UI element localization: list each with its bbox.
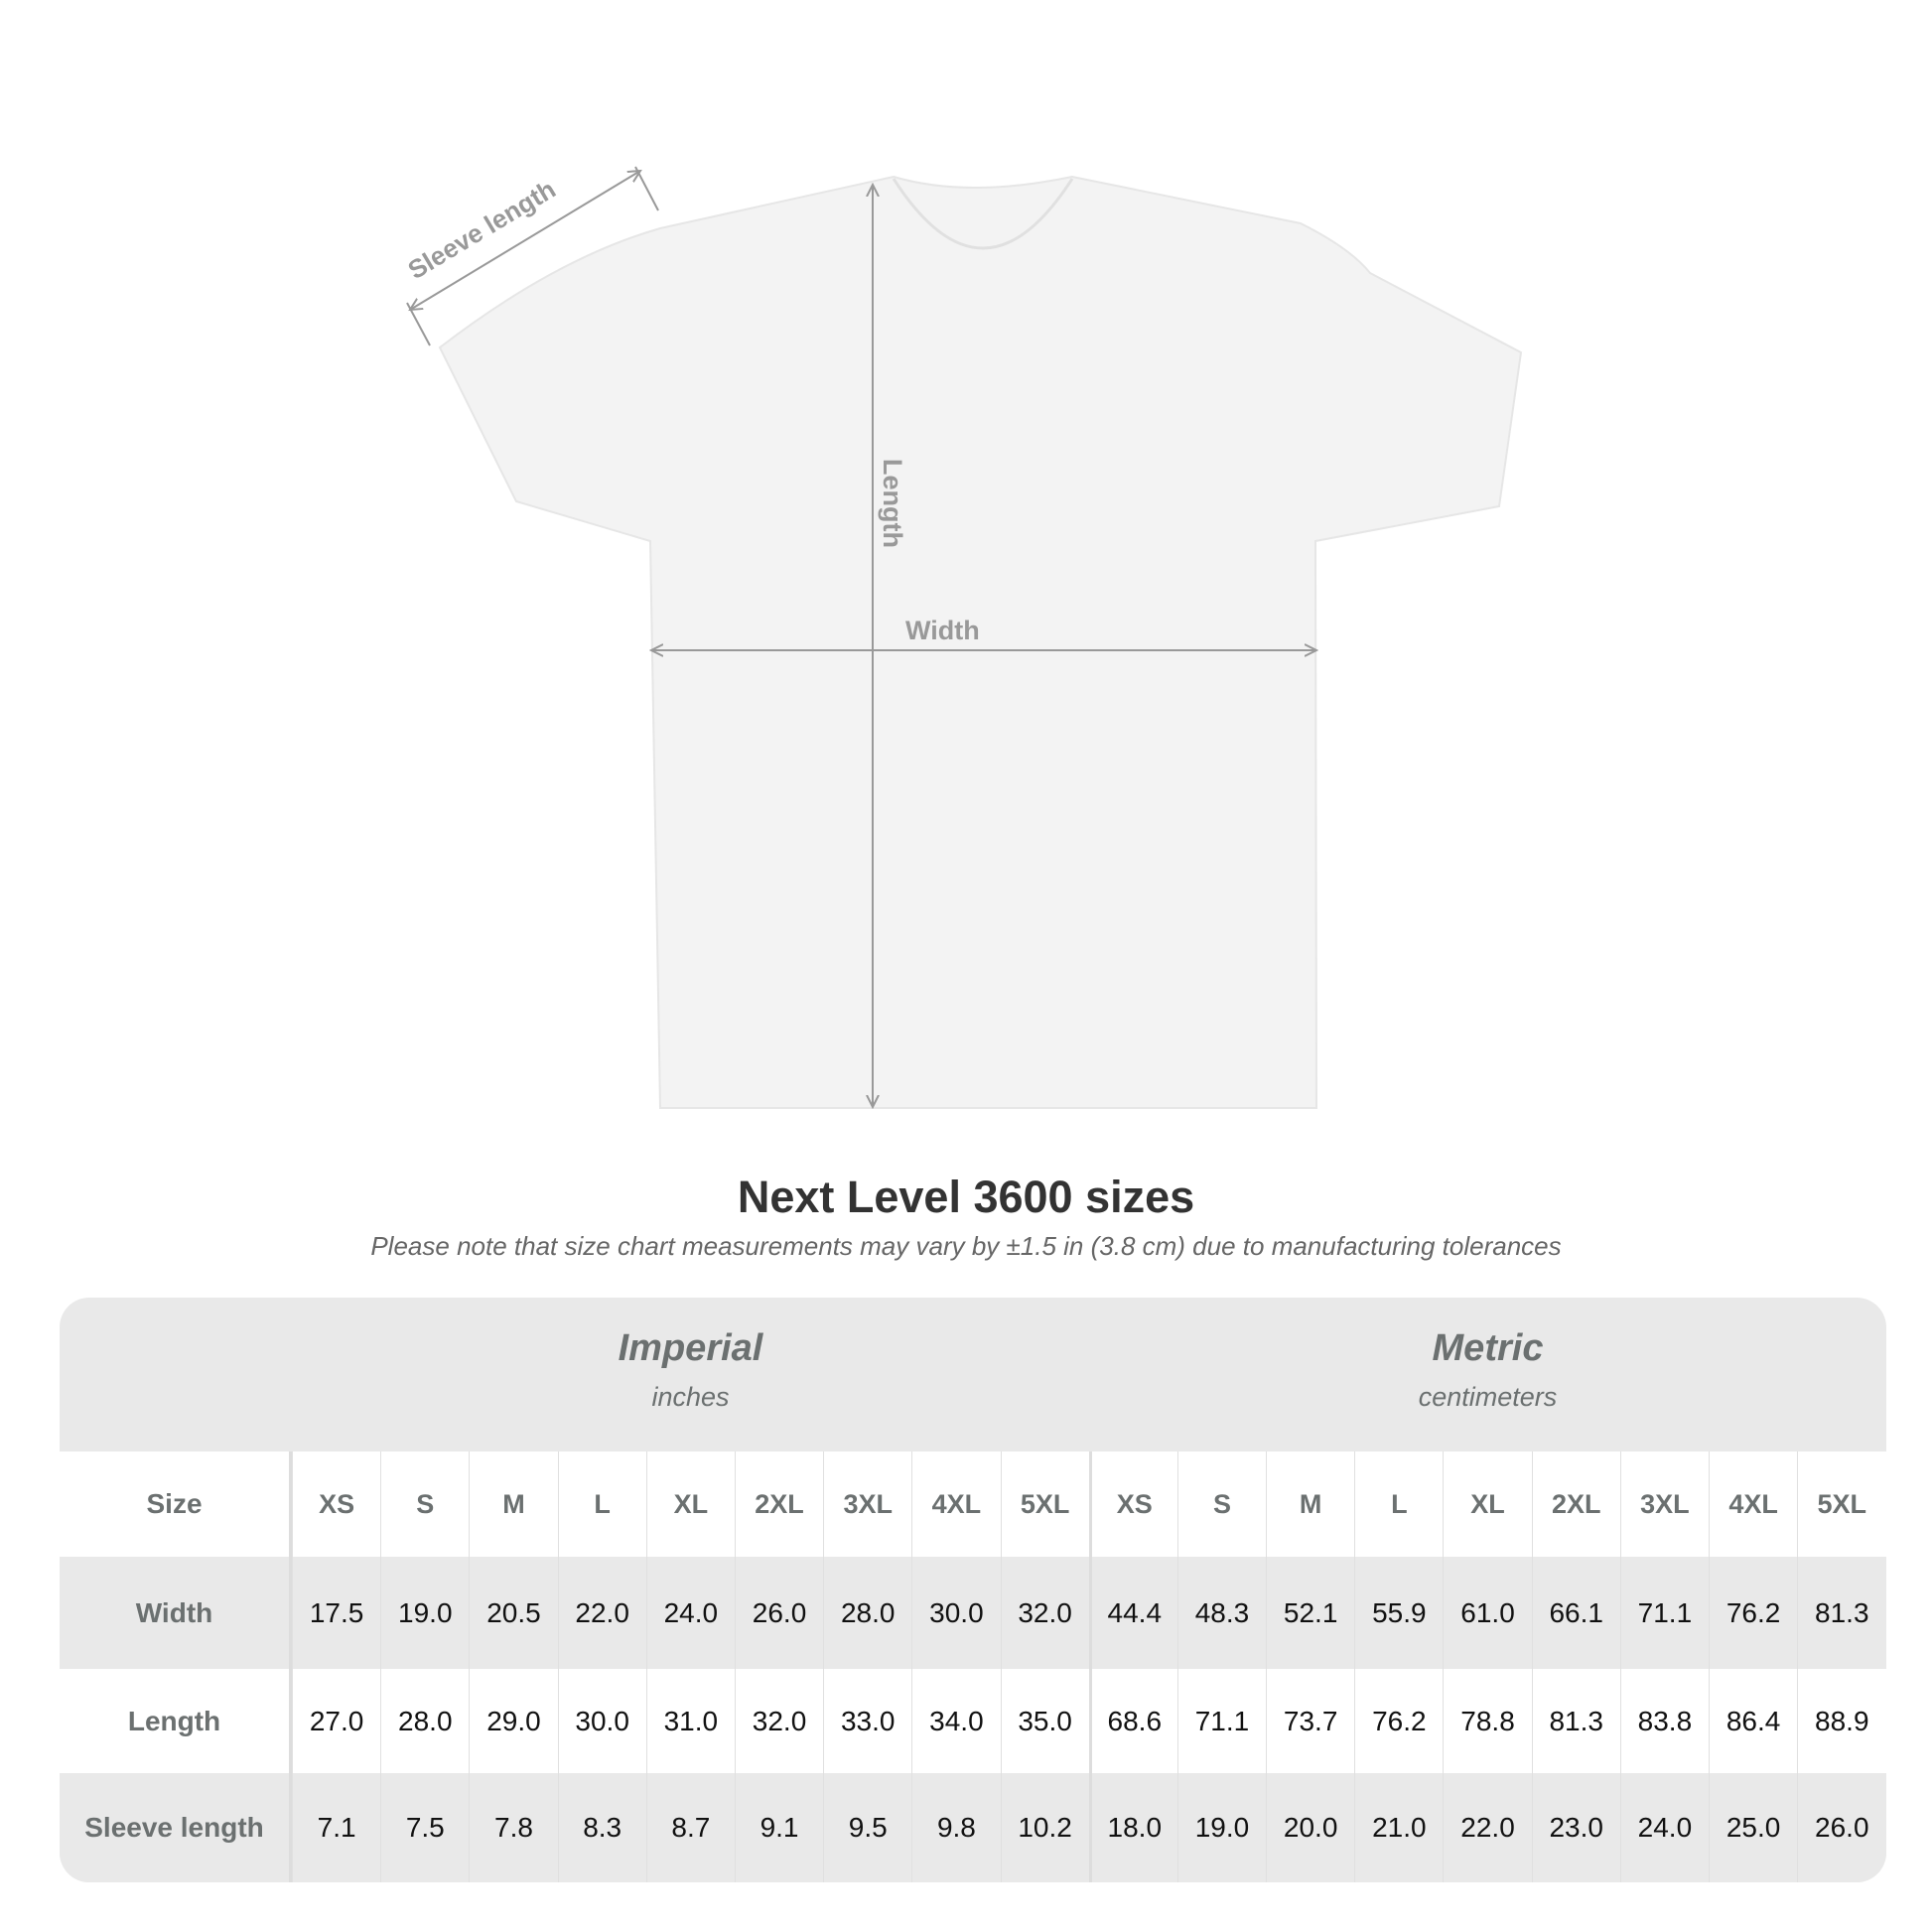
imperial-value-cell: 17.5 xyxy=(292,1557,380,1669)
tshirt-shape xyxy=(438,175,1523,1109)
imperial-size-header: XS xyxy=(292,1451,380,1557)
metric-value-cell: 19.0 xyxy=(1176,1773,1266,1882)
imperial-size-header: L xyxy=(557,1451,646,1557)
table-row: Width 17.5 19.0 20.5 22.0 24.0 26.0 28.0 30.0 32.… xyxy=(60,1557,1886,1669)
imperial-value-cell: 26.0 xyxy=(734,1557,823,1669)
imperial-value-cell: 22.0 xyxy=(557,1557,646,1669)
metric-size-header: XL xyxy=(1443,1451,1531,1557)
imperial-value-cell: 30.0 xyxy=(557,1669,646,1773)
imperial-size-header: S xyxy=(380,1451,469,1557)
imperial-size-header: 5XL xyxy=(1000,1451,1089,1557)
size-chart-table: Imperial inches Metric centimeters Size X… xyxy=(60,1298,1886,1882)
imperial-value-cell: 32.0 xyxy=(1000,1557,1089,1669)
metric-value-cell: 86.4 xyxy=(1709,1669,1797,1773)
row-label: Width xyxy=(60,1557,292,1669)
metric-value-cell: 26.0 xyxy=(1797,1773,1885,1882)
imperial-label: Imperial xyxy=(618,1327,763,1369)
size-header-row: Size XS S M L XL 2XL 3XL 4XL 5XL XS S M L XL 2XL 3XL 4XL 5… xyxy=(60,1451,1886,1557)
metric-value-cell: 83.8 xyxy=(1619,1669,1709,1773)
metric-value-cell: 61.0 xyxy=(1443,1557,1531,1669)
page-title: Next Level 3600 sizes xyxy=(737,1172,1195,1222)
metric-label: Metric xyxy=(1432,1327,1544,1369)
metric-value-cell: 66.1 xyxy=(1531,1557,1620,1669)
metric-value-cell: 76.2 xyxy=(1709,1557,1797,1669)
table-row: Length 27.0 28.0 29.0 30.0 31.0 32.0 33.0 34.0 35… xyxy=(60,1669,1886,1773)
row-label: Length xyxy=(60,1669,292,1773)
tshirt-collar xyxy=(892,178,1074,250)
metric-value-cell: 25.0 xyxy=(1709,1773,1797,1882)
length-label: Length xyxy=(878,459,907,548)
metric-value-cell: 73.7 xyxy=(1266,1669,1354,1773)
imperial-value-cell: 10.2 xyxy=(1000,1773,1089,1882)
metric-value-cell: 22.0 xyxy=(1443,1773,1531,1882)
size-label: Size xyxy=(60,1451,292,1557)
table-row: Sleeve length 7.1 7.5 7.8 8.3 8.7 9.1 9.5 9.8 10.… xyxy=(60,1773,1886,1882)
imperial-value-cell: 28.0 xyxy=(823,1557,911,1669)
imperial-size-header: 2XL xyxy=(734,1451,823,1557)
imperial-value-cell: 33.0 xyxy=(823,1669,911,1773)
imperial-value-cell: 31.0 xyxy=(645,1669,735,1773)
imperial-value-cell: 7.8 xyxy=(469,1773,557,1882)
metric-value-cell: 55.9 xyxy=(1354,1557,1443,1669)
imperial-unit: inches xyxy=(651,1382,730,1412)
imperial-value-cell: 9.5 xyxy=(823,1773,911,1882)
imperial-value-cell: 27.0 xyxy=(292,1669,380,1773)
metric-size-header: 3XL xyxy=(1619,1451,1709,1557)
row-label: Sleeve length xyxy=(60,1773,292,1882)
metric-value-cell: 21.0 xyxy=(1354,1773,1443,1882)
imperial-value-cell: 28.0 xyxy=(380,1669,469,1773)
imperial-value-cell: 24.0 xyxy=(645,1557,735,1669)
metric-value-cell: 71.1 xyxy=(1619,1557,1709,1669)
imperial-header: Imperial inches xyxy=(292,1298,1089,1451)
metric-value-cell: 24.0 xyxy=(1619,1773,1709,1882)
metric-size-header: S xyxy=(1176,1451,1266,1557)
metric-size-header: M xyxy=(1266,1451,1354,1557)
imperial-value-cell: 32.0 xyxy=(734,1669,823,1773)
metric-value-cell: 88.9 xyxy=(1797,1669,1885,1773)
imperial-value-cell: 7.5 xyxy=(380,1773,469,1882)
imperial-value-cell: 7.1 xyxy=(292,1773,380,1882)
imperial-size-header: 4XL xyxy=(911,1451,1000,1557)
imperial-value-cell: 30.0 xyxy=(911,1557,1000,1669)
metric-value-cell: 68.6 xyxy=(1088,1669,1177,1773)
metric-value-cell: 81.3 xyxy=(1531,1669,1620,1773)
imperial-value-cell: 35.0 xyxy=(1000,1669,1089,1773)
imperial-value-cell: 19.0 xyxy=(380,1557,469,1669)
tshirt-diagram: Sleeve length Length Width xyxy=(403,166,1523,1109)
metric-value-cell: 18.0 xyxy=(1088,1773,1177,1882)
tolerance-note: Please note that size chart measurements… xyxy=(370,1231,1562,1261)
imperial-value-cell: 8.3 xyxy=(557,1773,646,1882)
metric-value-cell: 20.0 xyxy=(1266,1773,1354,1882)
metric-value-cell: 81.3 xyxy=(1797,1557,1885,1669)
metric-size-header: 2XL xyxy=(1531,1451,1620,1557)
metric-value-cell: 52.1 xyxy=(1266,1557,1354,1669)
metric-size-header: XS xyxy=(1088,1451,1177,1557)
metric-value-cell: 71.1 xyxy=(1176,1669,1266,1773)
imperial-value-cell: 8.7 xyxy=(645,1773,735,1882)
width-label: Width xyxy=(905,616,980,645)
metric-size-header: 4XL xyxy=(1709,1451,1797,1557)
metric-size-header: 5XL xyxy=(1797,1451,1885,1557)
imperial-value-cell: 9.1 xyxy=(734,1773,823,1882)
sleeve-measure-line xyxy=(410,171,640,310)
imperial-size-header: 3XL xyxy=(823,1451,911,1557)
imperial-value-cell: 9.8 xyxy=(911,1773,1000,1882)
metric-header: Metric centimeters xyxy=(1089,1298,1886,1451)
imperial-value-cell: 20.5 xyxy=(469,1557,557,1669)
imperial-size-header: M xyxy=(469,1451,557,1557)
metric-value-cell: 76.2 xyxy=(1354,1669,1443,1773)
metric-size-header: L xyxy=(1354,1451,1443,1557)
metric-unit: centimeters xyxy=(1418,1382,1558,1412)
sleeve-length-label: Sleeve length xyxy=(403,174,561,285)
imperial-value-cell: 29.0 xyxy=(469,1669,557,1773)
metric-value-cell: 23.0 xyxy=(1531,1773,1620,1882)
imperial-size-header: XL xyxy=(645,1451,735,1557)
imperial-value-cell: 34.0 xyxy=(911,1669,1000,1773)
metric-value-cell: 78.8 xyxy=(1443,1669,1531,1773)
metric-value-cell: 48.3 xyxy=(1176,1557,1266,1669)
metric-value-cell: 44.4 xyxy=(1088,1557,1177,1669)
